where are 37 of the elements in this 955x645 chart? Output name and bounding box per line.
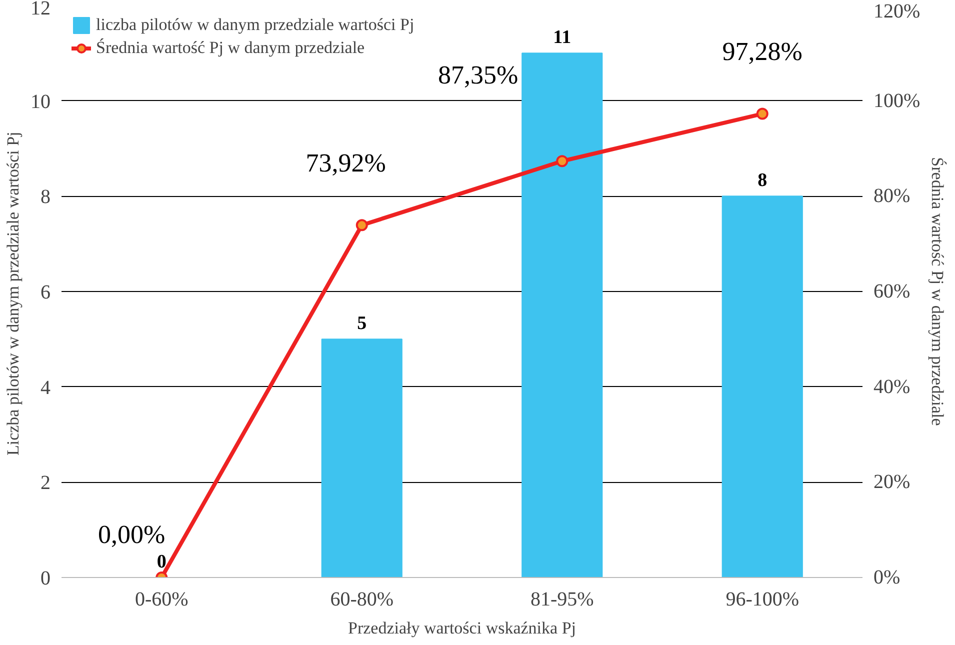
- point: [756, 108, 768, 120]
- y2-tick-label: 60%: [874, 280, 910, 302]
- data-label: 5: [357, 313, 367, 334]
- bar: [321, 338, 402, 578]
- y2-tick-label: 40%: [874, 376, 910, 398]
- y-tick-label: 10: [30, 90, 50, 113]
- data-label: 0: [156, 552, 166, 572]
- point: [356, 219, 368, 232]
- data-label: 11: [553, 27, 572, 48]
- x-axis-title: Przedziały wartości wskaźnika Pj: [348, 618, 576, 638]
- y2-tick-label: 20%: [874, 471, 910, 494]
- y-axis-title: Liczba pilotów w danym przedziale wartości Pj: [4, 132, 22, 456]
- bar: [522, 52, 603, 578]
- x-tick-label: 0-60%: [134, 588, 188, 610]
- y2-tick-label: 100%: [874, 90, 920, 112]
- y-tick-label: 2: [40, 472, 50, 494]
- y-tick-label: 8: [40, 186, 50, 208]
- x-tick-label: 96-100%: [726, 588, 800, 610]
- data-label: 8: [758, 170, 768, 192]
- y2-tick-label: 120%: [874, 0, 920, 22]
- legend-label: Średnia wartość Pj w danym przedziale: [96, 38, 366, 58]
- data-label: 73,92%: [306, 148, 386, 178]
- data-label: 0,00%: [98, 520, 166, 549]
- data-label: 97,28%: [722, 37, 802, 66]
- data-label: 87,35%: [438, 60, 518, 90]
- bar: [722, 196, 803, 578]
- x-tick-label: 60-80%: [330, 588, 394, 610]
- y2-tick-label: 80%: [874, 185, 910, 208]
- x-tick-label: 81-95%: [530, 588, 594, 610]
- y-tick-label: 4: [40, 376, 50, 399]
- y2-tick-label: 0%: [874, 566, 900, 588]
- y2-axis-title: Średnia wartość Pj w danym przedziale: [928, 157, 948, 426]
- point: [556, 155, 568, 168]
- y-tick-label: 0: [40, 568, 50, 590]
- y-tick-label: 12: [30, 0, 50, 20]
- y-tick-label: 6: [40, 282, 50, 304]
- legend-label: liczba pilotów w danym przedziale wartości Pj: [96, 15, 416, 35]
